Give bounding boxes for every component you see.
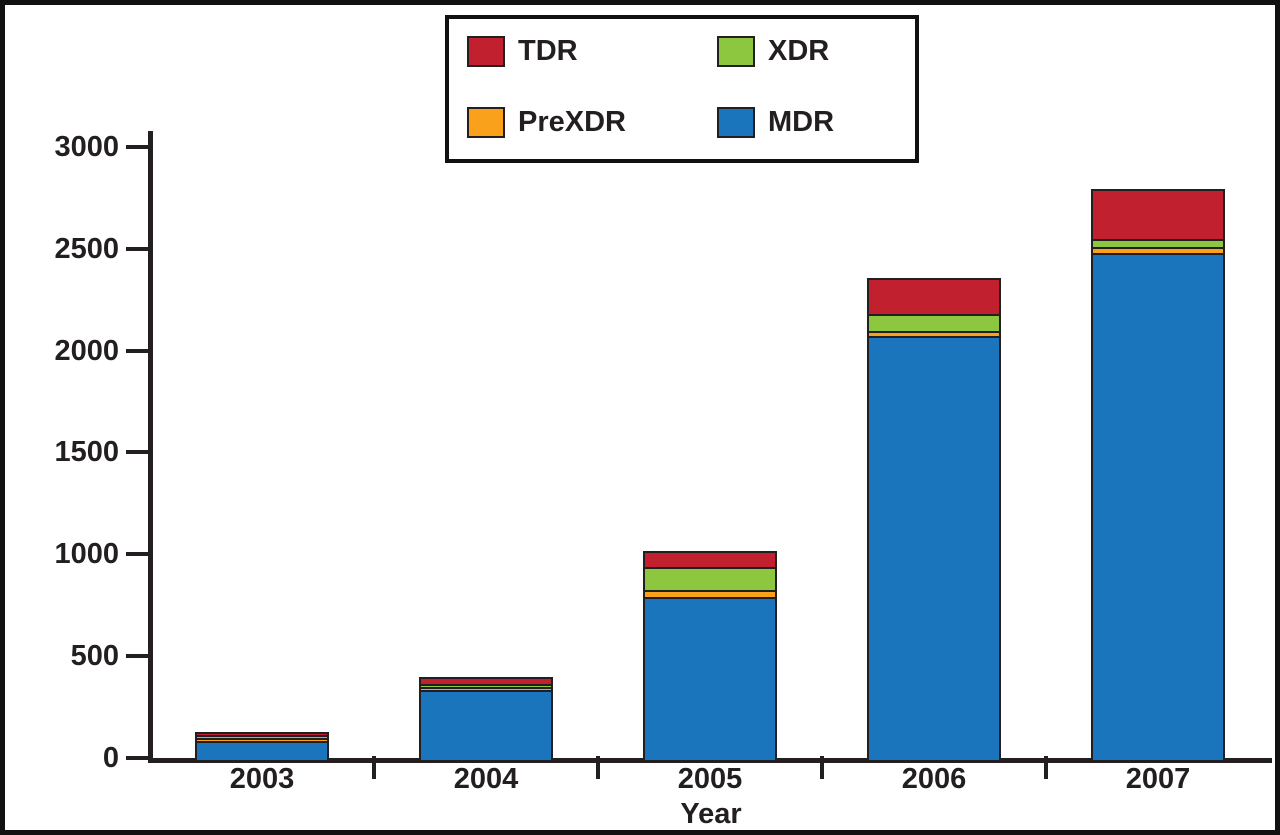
y-tick-mark-1000 (126, 552, 148, 556)
y-tick-mark-0 (126, 756, 148, 760)
legend-label-prexdr: PreXDR (518, 106, 626, 138)
bar-2007-segment-mdr (1091, 253, 1225, 760)
bar-2007-segment-tdr (1091, 189, 1225, 239)
bar-2005-segment-xdr (643, 567, 777, 590)
x-tick-mark (820, 756, 824, 779)
legend-label-mdr: MDR (768, 106, 835, 138)
x-tick-mark (596, 756, 600, 779)
y-tick-mark-500 (126, 654, 148, 658)
bar-2003-segment-tdr (195, 732, 329, 735)
legend: TDR XDR PreXDR MDR (445, 15, 919, 163)
x-tick-label-2006: 2006 (901, 763, 967, 795)
bar-2005-segment-mdr (643, 597, 777, 760)
bar-2003-segment-prexdr (195, 738, 329, 741)
bar-2005 (643, 551, 777, 760)
bar-2004-segment-tdr (419, 677, 553, 684)
bar-2005-segment-tdr (643, 551, 777, 567)
x-tick-mark (1044, 756, 1048, 779)
x-axis (148, 758, 1272, 763)
bar-2004-segment-xdr (419, 684, 553, 687)
y-tick-label-2500: 2500 (54, 233, 119, 265)
y-tick-label-3000: 3000 (54, 131, 119, 163)
legend-item-tdr: TDR (467, 35, 717, 68)
x-tick-label-2007: 2007 (1125, 763, 1191, 795)
x-tick-label-2005: 2005 (677, 763, 743, 795)
y-tick-mark-3000 (126, 145, 148, 149)
y-tick-label-500: 500 (70, 640, 119, 672)
bar-2006-segment-tdr (867, 278, 1001, 314)
bar-2007-segment-prexdr (1091, 247, 1225, 253)
y-tick-mark-1500 (126, 450, 148, 454)
bar-2007 (1091, 189, 1225, 760)
bar-2006-segment-prexdr (867, 331, 1001, 336)
bar-2004 (419, 677, 553, 760)
y-tick-label-1000: 1000 (54, 538, 119, 570)
legend-item-xdr: XDR (717, 35, 905, 68)
bar-2006-segment-xdr (867, 314, 1001, 331)
y-tick-label-2000: 2000 (54, 335, 119, 367)
legend-item-mdr: MDR (717, 106, 905, 139)
legend-label-tdr: TDR (518, 35, 578, 67)
y-axis (148, 131, 153, 763)
x-axis-title: Year (680, 798, 742, 830)
legend-item-prexdr: PreXDR (467, 106, 717, 139)
y-tick-mark-2500 (126, 247, 148, 251)
x-tick-label-2004: 2004 (453, 763, 519, 795)
bar-2004-segment-prexdr (419, 687, 553, 690)
y-tick-label-0: 0 (102, 742, 119, 774)
bar-2003-segment-mdr (195, 741, 329, 760)
x-tick-mark (372, 756, 376, 779)
bar-2004-segment-mdr (419, 690, 553, 760)
legend-swatch-tdr (467, 36, 505, 67)
legend-swatch-prexdr (467, 107, 505, 138)
bar-2003 (195, 732, 329, 760)
y-tick-label-1500: 1500 (54, 436, 119, 468)
bar-2007-segment-xdr (1091, 239, 1225, 247)
bar-2006 (867, 278, 1001, 760)
x-tick-label-2003: 2003 (229, 763, 295, 795)
y-tick-mark-2000 (126, 349, 148, 353)
legend-swatch-mdr (717, 107, 755, 138)
bar-2006-segment-mdr (867, 336, 1001, 760)
bar-2005-segment-prexdr (643, 590, 777, 597)
legend-swatch-xdr (717, 36, 755, 67)
bar-2003-segment-xdr (195, 735, 329, 738)
legend-label-xdr: XDR (768, 35, 830, 67)
